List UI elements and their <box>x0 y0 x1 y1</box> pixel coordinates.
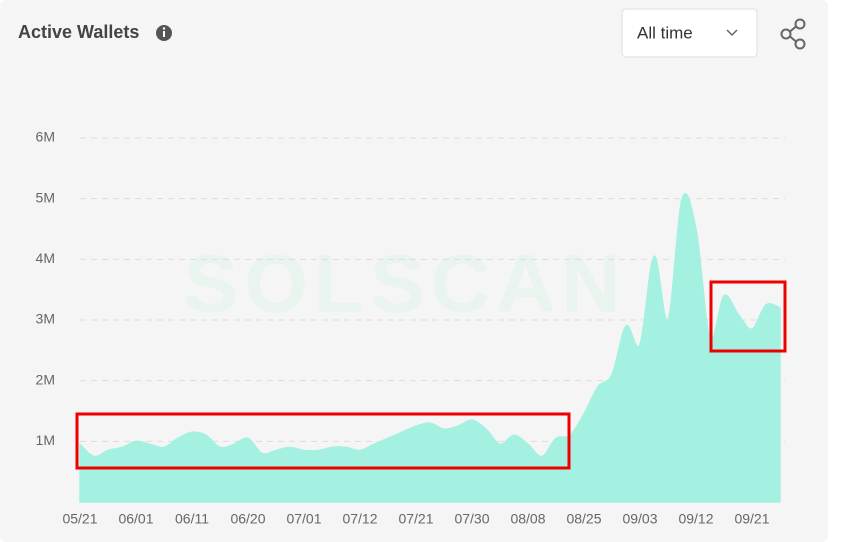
watermark: SOLSCAN <box>184 239 627 330</box>
area <box>79 192 781 503</box>
y-tick-label: 3M <box>36 311 55 327</box>
highlight-box <box>709 280 787 353</box>
x-tick-label: 09/21 <box>734 511 769 527</box>
share-icon[interactable] <box>780 18 806 50</box>
x-tick-label: 07/12 <box>342 511 377 527</box>
x-tick-label: 06/11 <box>175 511 209 527</box>
x-tick-label: 09/12 <box>678 511 713 527</box>
y-tick-label: 5M <box>36 189 55 205</box>
x-tick-label: 06/20 <box>230 511 265 527</box>
chart-title: Active Wallets <box>18 22 139 42</box>
x-tick-label: 05/21 <box>62 511 97 527</box>
time-dropdown[interactable]: All time <box>621 8 758 58</box>
x-tick-label: 07/30 <box>454 511 489 527</box>
info-icon[interactable] <box>156 25 172 41</box>
y-tick-label: 6M <box>36 129 55 145</box>
highlight-box <box>75 412 571 470</box>
x-tick-label: 08/25 <box>566 511 601 527</box>
y-tick-label: 4M <box>36 250 55 266</box>
y-tick-label: 1M <box>36 432 55 448</box>
x-tick-label: 06/01 <box>118 511 153 527</box>
x-tick-label: 07/21 <box>398 511 433 527</box>
x-tick-label: 09/03 <box>622 511 657 527</box>
dropdown-label: All time <box>637 23 693 42</box>
y-tick-label: 2M <box>36 371 55 387</box>
x-tick-label: 08/08 <box>510 511 545 527</box>
x-tick-label: 07/01 <box>286 511 321 527</box>
